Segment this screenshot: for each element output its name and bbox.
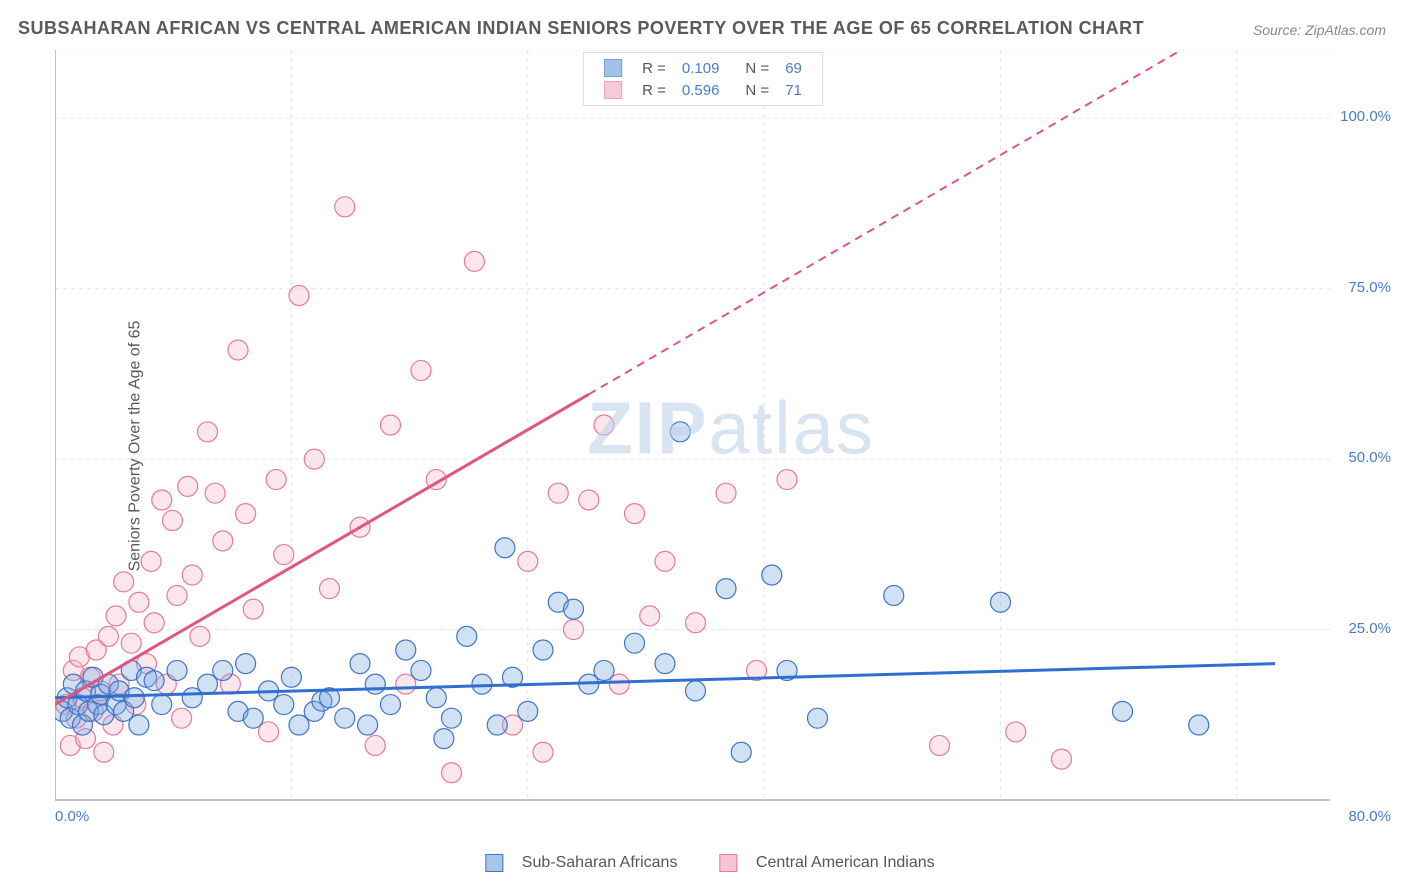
legend-r-prefix: R = <box>634 79 674 101</box>
y-tick-label: 25.0% <box>1348 620 1391 637</box>
legend-bottom-item: Sub-Saharan Africans <box>471 854 677 871</box>
legend-n-prefix: N = <box>727 79 777 101</box>
chart-title: SUBSAHARAN AFRICAN VS CENTRAL AMERICAN I… <box>18 18 1144 39</box>
legend-top: R =0.109N =69 R =0.596N =71 <box>583 52 823 106</box>
legend-r-prefix: R = <box>634 57 674 79</box>
legend-bottom: Sub-Saharan Africans Central American In… <box>457 854 948 872</box>
source-label: Source: ZipAtlas.com <box>1253 22 1386 38</box>
chart-plot-area <box>55 50 1385 840</box>
y-tick-label: 75.0% <box>1348 279 1391 296</box>
legend-n-value: 71 <box>777 79 810 101</box>
y-tick-label: 100.0% <box>1340 108 1391 125</box>
legend-n-value: 69 <box>777 57 810 79</box>
legend-r-value: 0.109 <box>674 57 728 79</box>
y-tick-label: 50.0% <box>1348 449 1391 466</box>
x-tick-label: 80.0% <box>1348 808 1391 825</box>
legend-n-prefix: N = <box>727 57 777 79</box>
chart-svg <box>55 50 1385 840</box>
legend-r-value: 0.596 <box>674 79 728 101</box>
legend-bottom-item: Central American Indians <box>705 854 934 871</box>
x-tick-label: 0.0% <box>55 808 89 825</box>
